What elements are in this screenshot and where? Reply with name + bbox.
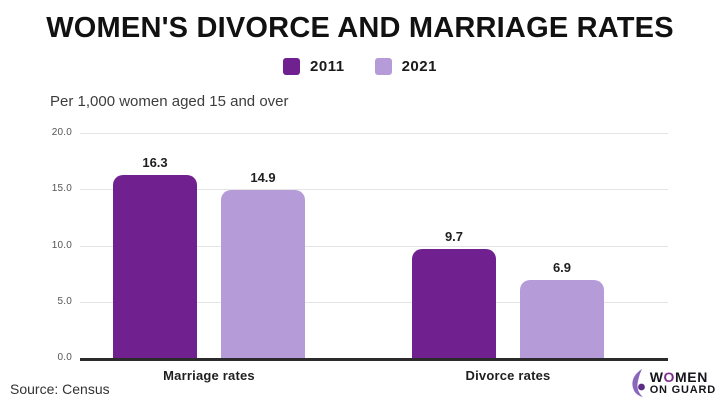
legend-label-2021: 2021 (401, 58, 437, 75)
bar-value-label: 9.7 (444, 228, 464, 244)
legend-label-2011: 2011 (310, 58, 345, 75)
source-note: Source: Census (10, 381, 110, 397)
legend-item-2021: 2021 (374, 58, 437, 75)
legend-swatch-2021 (374, 58, 392, 75)
gridline (80, 189, 668, 191)
bar-value-label: 14.9 (250, 170, 276, 186)
category-label: Marriage rates (163, 368, 255, 383)
women-on-guard-logo: WOMEN ON GUARD (630, 368, 716, 398)
legend-item-2011: 2011 (283, 58, 345, 75)
y-tick-label: 10.0 (51, 239, 72, 251)
logo-line-women: WOMEN (649, 368, 708, 385)
gridline (80, 245, 668, 247)
legend: 2011 2021 (0, 58, 720, 75)
page-title: WOMEN'S DIVORCE AND MARRIAGE RATES (46, 12, 674, 44)
bar-2021-divorce-rates (520, 280, 604, 358)
y-tick-label: 20.0 (51, 127, 72, 138)
logo-female-symbol: O (663, 368, 676, 385)
bar-value-label: 16.3 (142, 154, 168, 170)
bar-2011-divorce-rates (412, 248, 496, 358)
plot-area: 20.0 15.0 10.0 5.0 0.0 16.3 14.9 Marriage rates… (52, 127, 668, 383)
y-tick-label: 0.0 (57, 352, 72, 363)
category-label: Divorce rates (465, 368, 551, 383)
bar-value-label: 6.9 (552, 260, 572, 276)
y-tick-label: 15.0 (51, 183, 72, 195)
logo-text: WOMEN ON GUARD (650, 370, 716, 396)
gridline (80, 301, 668, 303)
y-tick-label: 5.0 (57, 295, 72, 307)
legend-swatch-2011 (283, 58, 301, 75)
women-on-guard-icon (632, 369, 645, 397)
bar-2011-marriage-rates (113, 174, 197, 358)
gridline (80, 133, 668, 134)
logo-line-on-guard: ON GUARD (649, 383, 716, 396)
bar-2021-marriage-rates (221, 190, 305, 358)
chart-subtitle: Per 1,000 women aged 15 and over (50, 93, 289, 110)
